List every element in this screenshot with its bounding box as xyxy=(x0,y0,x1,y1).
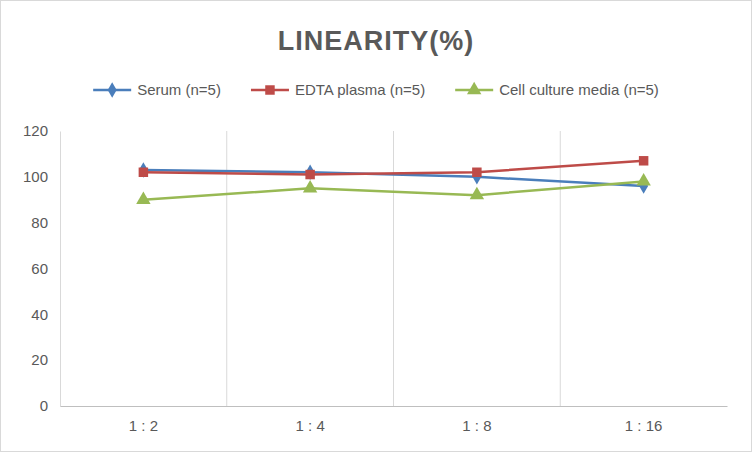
series-marker xyxy=(639,156,648,165)
y-tick: 100 xyxy=(23,168,60,185)
y-tick-label: 40 xyxy=(31,306,48,323)
y-tick: 60 xyxy=(31,260,60,277)
y-tick-label: 80 xyxy=(31,214,48,231)
legend-item: Cell culture media (n=5) xyxy=(455,81,659,98)
legend: Serum (n=5) EDTA plasma (n=5) Cell culture… xyxy=(93,81,659,98)
series-marker xyxy=(636,173,650,185)
y-tick-label: 20 xyxy=(31,351,48,368)
x-tick: 1 : 4 xyxy=(296,406,325,434)
legend-label: Serum (n=5) xyxy=(137,81,221,98)
series-marker xyxy=(136,191,150,203)
legend-item: Serum (n=5) xyxy=(93,81,221,98)
x-tick-label: 1 : 4 xyxy=(296,417,325,434)
y-tick-label: 120 xyxy=(23,122,48,139)
y-axis: 0 20 40 60 80 100 120 xyxy=(23,122,61,414)
series-marker xyxy=(472,168,481,177)
chart-title: LINEARITY(%) xyxy=(278,26,475,56)
y-tick: 0 xyxy=(40,397,60,414)
x-tick-label: 1 : 16 xyxy=(625,417,663,434)
series-marker xyxy=(303,180,317,192)
legend-marker xyxy=(467,82,481,94)
x-axis-line xyxy=(61,406,728,407)
chart: LINEARITY(%)0204060801001201 : 21 : 41 :… xyxy=(0,0,752,452)
y-tick: 80 xyxy=(31,214,60,231)
series-marker xyxy=(139,162,148,178)
series-marker xyxy=(306,164,315,180)
series-marker xyxy=(470,187,484,199)
x-tick-label: 1 : 2 xyxy=(129,417,158,434)
series-marker xyxy=(305,170,314,179)
series-group xyxy=(136,156,651,204)
legend-marker xyxy=(265,85,274,94)
plot: 0 20 40 60 80 100 120 1 : 2 1 : 4 1 : 8 1 : 16 xyxy=(23,122,728,433)
x-tick: 1 : 8 xyxy=(462,406,491,434)
y-axis-line xyxy=(60,132,61,407)
chart-frame xyxy=(1,1,752,452)
y-tick-label: 100 xyxy=(23,168,48,185)
legend-label: Cell culture media (n=5) xyxy=(499,81,659,98)
y-tick: 120 xyxy=(23,122,60,139)
legend-item: EDTA plasma (n=5) xyxy=(251,81,425,98)
x-tick: 1 : 16 xyxy=(625,406,663,434)
y-tick: 40 xyxy=(31,306,60,323)
legend-marker xyxy=(108,82,117,98)
x-tick-label: 1 : 8 xyxy=(462,417,491,434)
y-tick: 20 xyxy=(31,351,60,368)
series-line xyxy=(143,161,643,175)
grid-line xyxy=(560,131,561,406)
x-axis: 1 : 2 1 : 4 1 : 8 1 : 16 xyxy=(61,406,728,434)
y-tick-label: 0 xyxy=(40,397,48,414)
series-line xyxy=(143,181,643,199)
y-tick-label: 60 xyxy=(31,260,48,277)
legend-label: EDTA plasma (n=5) xyxy=(295,81,425,98)
x-tick: 1 : 2 xyxy=(129,406,158,434)
series-marker xyxy=(139,168,148,177)
